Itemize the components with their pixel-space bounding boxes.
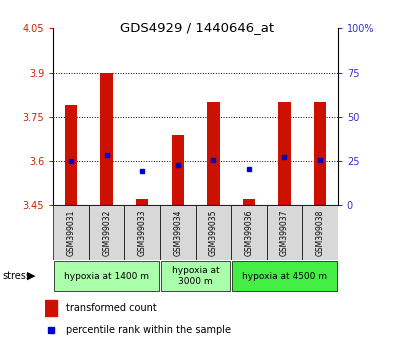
Bar xyxy=(124,205,160,260)
Text: GSM399032: GSM399032 xyxy=(102,210,111,256)
Bar xyxy=(161,262,230,291)
Text: GSM399036: GSM399036 xyxy=(245,210,253,256)
Bar xyxy=(65,105,77,205)
Bar xyxy=(100,73,113,205)
Text: hypoxia at
3000 m: hypoxia at 3000 m xyxy=(172,267,219,286)
Text: GDS4929 / 1440646_at: GDS4929 / 1440646_at xyxy=(120,21,275,34)
Bar xyxy=(243,199,255,205)
Bar xyxy=(267,205,302,260)
Bar xyxy=(207,102,220,205)
Text: GSM399033: GSM399033 xyxy=(138,210,147,256)
Bar xyxy=(278,102,291,205)
Text: hypoxia at 1400 m: hypoxia at 1400 m xyxy=(64,272,149,281)
Bar xyxy=(160,205,196,260)
Text: GSM399034: GSM399034 xyxy=(173,210,182,256)
Text: GSM399037: GSM399037 xyxy=(280,210,289,256)
Bar xyxy=(232,262,337,291)
Bar xyxy=(55,262,159,291)
Bar xyxy=(136,199,149,205)
Bar xyxy=(314,102,326,205)
Bar xyxy=(171,135,184,205)
Text: transformed count: transformed count xyxy=(66,303,157,313)
Bar xyxy=(89,205,124,260)
Text: hypoxia at 4500 m: hypoxia at 4500 m xyxy=(242,272,327,281)
Bar xyxy=(302,205,338,260)
Text: ▶: ▶ xyxy=(27,271,36,281)
Bar xyxy=(53,205,89,260)
Text: stress: stress xyxy=(2,271,31,281)
Text: GSM399038: GSM399038 xyxy=(316,210,324,256)
Text: percentile rank within the sample: percentile rank within the sample xyxy=(66,325,231,336)
Text: GSM399035: GSM399035 xyxy=(209,210,218,256)
Bar xyxy=(196,205,231,260)
Bar xyxy=(45,300,57,316)
Bar xyxy=(231,205,267,260)
Text: GSM399031: GSM399031 xyxy=(67,210,75,256)
